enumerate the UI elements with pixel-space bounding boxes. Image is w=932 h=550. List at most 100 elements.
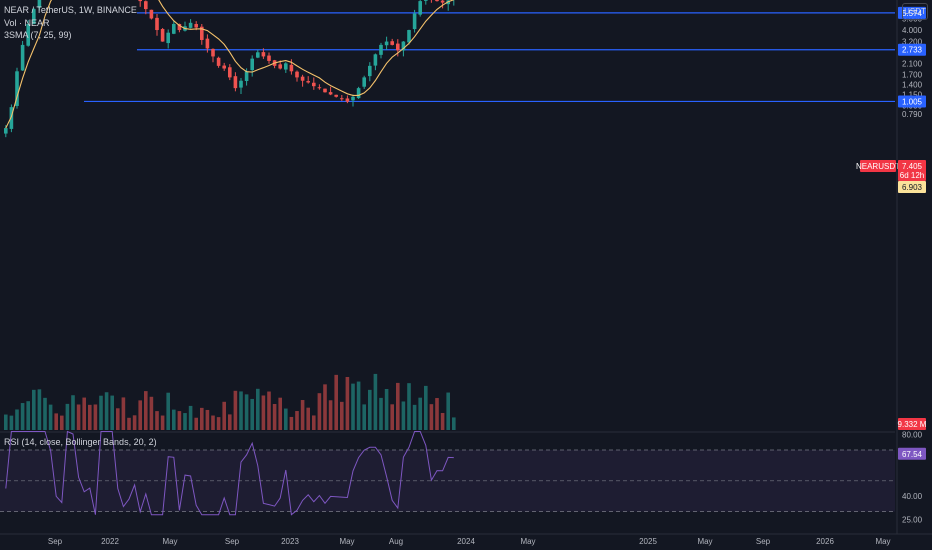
candle-body: [160, 29, 165, 42]
candle-body: [306, 81, 310, 83]
candle-body: [390, 41, 394, 45]
candle-body: [435, 0, 439, 2]
currency-unit-button[interactable]: USDT: [902, 3, 928, 20]
rsi-line: [5, 430, 454, 516]
price-tag: [898, 181, 926, 193]
volume-bar: [312, 415, 316, 430]
candle-body: [340, 98, 344, 100]
candle-body: [149, 9, 154, 19]
candle-body: [368, 65, 372, 77]
candle-body: [328, 92, 333, 95]
candle-body: [356, 88, 361, 99]
candle-body: [379, 44, 383, 55]
price-tag: [898, 418, 926, 430]
time-axis-tick: May: [339, 537, 354, 546]
volume-bar: [351, 383, 355, 430]
volume-bar: [323, 384, 327, 430]
volume-bar: [132, 415, 137, 430]
volume-bar: [65, 403, 70, 430]
volume-bar: [284, 408, 288, 430]
volume-bar: [424, 385, 428, 430]
candle-body: [401, 41, 406, 51]
volume-bar: [435, 398, 439, 430]
time-axis-tick: Aug: [389, 537, 403, 546]
volume-bar: [76, 404, 81, 430]
volume-bar: [99, 395, 103, 430]
volume-bar: [418, 397, 422, 430]
rsi-value-label: 67.54: [902, 450, 923, 459]
chart-title: NEAR / TetherUS, 1W, BINANCE: [4, 5, 137, 15]
level-price-label: 5.574: [902, 9, 923, 18]
price-axis-tick: 1.400: [902, 80, 923, 89]
candle-body: [373, 54, 378, 66]
volume-bar: [272, 403, 277, 430]
volume-bar: [4, 414, 8, 430]
candle-body: [289, 64, 294, 72]
candle-body: [267, 55, 271, 61]
volume-bar: [172, 409, 176, 430]
candle-body: [200, 26, 204, 40]
price-axis-tick: 0.790: [902, 110, 923, 119]
candle-body: [26, 23, 30, 46]
time-axis-tick: 2026: [816, 537, 834, 546]
candle-body: [239, 80, 243, 88]
volume-bar: [429, 404, 434, 430]
volume-bar: [300, 400, 305, 430]
candle-body: [312, 82, 316, 87]
volume-bar: [373, 373, 378, 430]
candle-body: [261, 52, 266, 57]
candle-body: [32, 9, 36, 24]
time-axis-tick: 2023: [281, 537, 299, 546]
volume-bar: [194, 417, 198, 430]
price-tag-label: 6.903: [902, 183, 923, 192]
volume-bar: [328, 400, 333, 430]
volume-bar: [306, 407, 310, 430]
candle-body: [233, 76, 238, 89]
volume-bar: [104, 392, 109, 430]
volume-bar: [116, 408, 120, 430]
volume-bar: [222, 401, 226, 430]
rsi-value-tag: [898, 447, 926, 460]
level-price-tag: [898, 43, 926, 56]
level-price-tag: [898, 6, 926, 19]
volume-bar: [15, 409, 19, 430]
time-axis-tick: 2022: [101, 537, 119, 546]
level-price-label: 2.733: [902, 46, 923, 55]
candle-body: [412, 13, 417, 30]
volume-bar: [20, 403, 25, 430]
candle-body: [138, 0, 142, 2]
level-price-tag: [898, 95, 926, 108]
rsi-legend: RSI (14, close, Bollinger Bands, 20, 2): [4, 437, 157, 447]
volume-bar: [340, 401, 344, 430]
volume-bar: [110, 395, 114, 430]
candle-body: [424, 0, 428, 1]
volume-bar: [43, 397, 47, 430]
candle-body: [351, 96, 355, 101]
volume-bar: [412, 404, 417, 430]
volume-bar: [188, 405, 193, 430]
rsi-axis-tick: 80.00: [902, 431, 923, 440]
volume-bar: [440, 412, 445, 430]
price-axis-tick: 5.000: [902, 14, 923, 23]
volume-bar: [356, 381, 361, 430]
rsi-axis-tick: 40.00: [902, 492, 923, 501]
price-tag-label: 7.405: [902, 162, 923, 171]
candle-body: [4, 128, 8, 134]
volume-legend: Vol · NEAR: [4, 18, 50, 28]
volume-bar: [334, 374, 338, 430]
volume-bar: [368, 389, 372, 430]
volume-bar: [71, 395, 75, 430]
volume-bar: [289, 416, 294, 430]
time-axis-tick: Sep: [48, 537, 63, 546]
volume-bar: [250, 398, 254, 430]
candle-body: [407, 30, 411, 43]
volume-bar: [127, 417, 131, 430]
candle-body: [20, 44, 25, 71]
candle-body: [177, 23, 182, 31]
volume-bar: [88, 404, 92, 430]
volume-bar: [37, 389, 42, 430]
candle-body: [250, 58, 254, 71]
volume-bar: [396, 382, 400, 430]
volume-bar: [32, 389, 36, 430]
volume-bar: [54, 413, 58, 430]
